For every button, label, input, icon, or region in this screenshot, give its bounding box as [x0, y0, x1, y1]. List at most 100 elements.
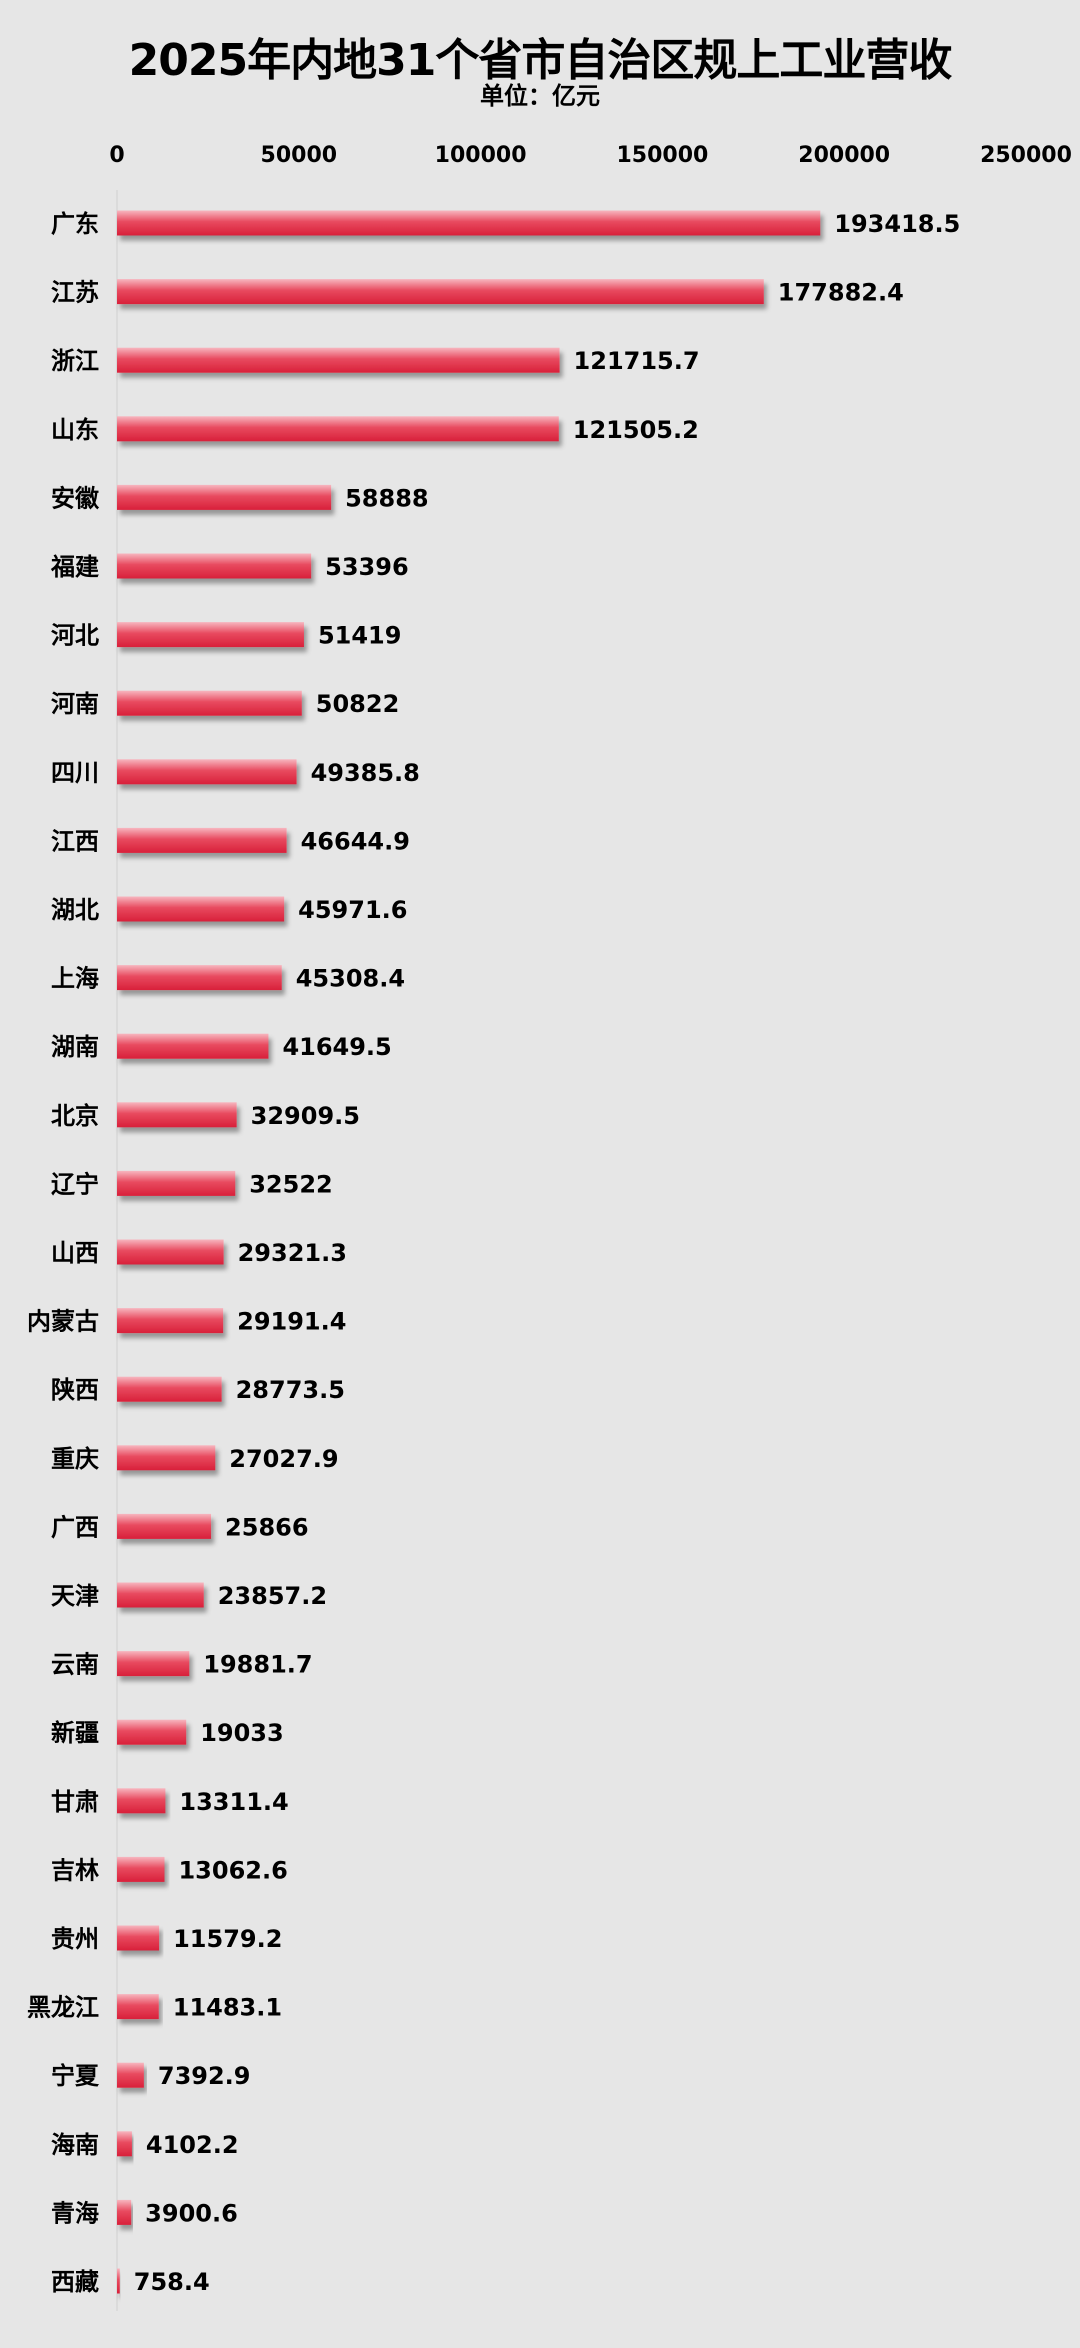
category-label: 浙江: [51, 347, 99, 375]
bar-山西: [117, 1239, 224, 1265]
bar-贵州: [117, 1925, 160, 1951]
category-label: 天津: [51, 1582, 99, 1610]
value-label: 13062.6: [178, 1856, 287, 1884]
bar-天津: [117, 1582, 204, 1608]
category-label: 吉林: [51, 1856, 99, 1884]
value-label: 19033: [200, 1719, 283, 1747]
value-label: 11483.1: [173, 1994, 282, 2022]
category-label: 福建: [50, 553, 99, 581]
category-label: 新疆: [51, 1719, 99, 1747]
category-label: 甘肃: [51, 1788, 99, 1816]
category-label: 广东: [51, 210, 99, 238]
value-label: 7392.9: [158, 2062, 251, 2090]
category-label: 黑龙江: [27, 1994, 99, 2022]
category-label: 山西: [51, 1239, 99, 1267]
x-tick-label: 0: [109, 143, 124, 168]
category-label: 陕西: [51, 1376, 99, 1404]
value-label: 121505.2: [573, 416, 699, 444]
value-label: 19881.7: [203, 1651, 312, 1679]
value-label: 13311.4: [179, 1788, 288, 1816]
value-label: 45971.6: [298, 896, 407, 924]
category-label: 重庆: [51, 1445, 99, 1473]
value-label: 32909.5: [251, 1102, 360, 1130]
value-label: 23857.2: [218, 1582, 327, 1610]
value-label: 177882.4: [778, 279, 904, 307]
bar-吉林: [117, 1856, 165, 1882]
category-label: 贵州: [51, 1925, 99, 1953]
value-label: 28773.5: [236, 1376, 345, 1404]
value-label: 53396: [325, 553, 409, 581]
bar-甘肃: [117, 1788, 166, 1814]
value-label: 41649.5: [282, 1033, 391, 1061]
bar-广西: [117, 1513, 212, 1539]
category-label: 广西: [51, 1513, 99, 1541]
bar-新疆: [117, 1719, 187, 1745]
bar-北京: [117, 1102, 237, 1128]
x-tick-label: 250000: [980, 143, 1072, 168]
value-label: 25866: [225, 1513, 308, 1541]
category-label: 辽宁: [51, 1170, 99, 1198]
bar-山东: [117, 416, 559, 442]
category-label: 北京: [51, 1102, 99, 1130]
category-label: 宁夏: [51, 2062, 100, 2090]
value-label: 29321.3: [238, 1239, 347, 1267]
category-label: 山东: [51, 416, 99, 444]
bar-宁夏: [117, 2062, 144, 2088]
chart-subtitle: 单位：亿元: [480, 82, 600, 110]
value-label: 51419: [318, 622, 402, 650]
bar-陕西: [117, 1376, 222, 1402]
value-label: 45308.4: [296, 965, 405, 993]
category-label: 内蒙古: [27, 1308, 99, 1336]
value-label: 32522: [249, 1170, 333, 1198]
category-label: 上海: [51, 965, 99, 993]
value-label: 193418.5: [834, 210, 960, 238]
x-tick-label: 50000: [261, 143, 338, 168]
bar-四川: [117, 759, 297, 785]
bar-湖南: [117, 1033, 269, 1059]
value-label: 4102.2: [146, 2131, 239, 2159]
category-label: 海南: [51, 2131, 99, 2159]
category-label: 青海: [51, 2199, 99, 2227]
bar-江苏: [117, 279, 764, 305]
category-label: 河南: [51, 690, 99, 718]
bar-云南: [117, 1651, 190, 1677]
bar-广东: [117, 210, 821, 236]
category-label: 云南: [51, 1651, 99, 1679]
bar-河北: [117, 622, 304, 648]
value-label: 50822: [316, 690, 400, 718]
value-label: 758.4: [134, 2268, 210, 2296]
bar-黑龙江: [117, 1994, 159, 2020]
bar-青海: [117, 2199, 132, 2225]
value-label: 29191.4: [237, 1308, 346, 1336]
x-tick-label: 150000: [616, 143, 708, 168]
category-label: 四川: [51, 759, 99, 787]
x-tick-label: 200000: [798, 143, 890, 168]
bar-上海: [117, 965, 282, 991]
bar-浙江: [117, 347, 560, 373]
bar-西藏: [117, 2268, 120, 2294]
bar-安徽: [117, 484, 332, 510]
bar-内蒙古: [117, 1308, 224, 1334]
category-label: 河北: [51, 622, 99, 650]
bar-福建: [117, 553, 312, 579]
bar-河南: [117, 690, 302, 716]
category-label: 西藏: [51, 2268, 99, 2296]
category-label: 湖北: [51, 896, 99, 924]
x-tick-label: 100000: [435, 143, 527, 168]
value-label: 11579.2: [173, 1925, 282, 1953]
bar-辽宁: [117, 1170, 236, 1196]
value-label: 58888: [345, 484, 429, 512]
bar-重庆: [117, 1445, 216, 1471]
bar-海南: [117, 2131, 132, 2157]
bar-湖北: [117, 896, 285, 922]
chart-title: 2025年内地31个省市自治区规上工业营收: [128, 35, 953, 86]
category-label: 江苏: [51, 279, 99, 307]
category-label: 安徽: [51, 484, 100, 512]
category-label: 湖南: [51, 1033, 99, 1061]
value-label: 121715.7: [574, 347, 700, 375]
value-label: 3900.6: [145, 2199, 238, 2227]
category-label: 江西: [51, 827, 99, 855]
value-label: 46644.9: [301, 827, 410, 855]
value-label: 27027.9: [229, 1445, 338, 1473]
